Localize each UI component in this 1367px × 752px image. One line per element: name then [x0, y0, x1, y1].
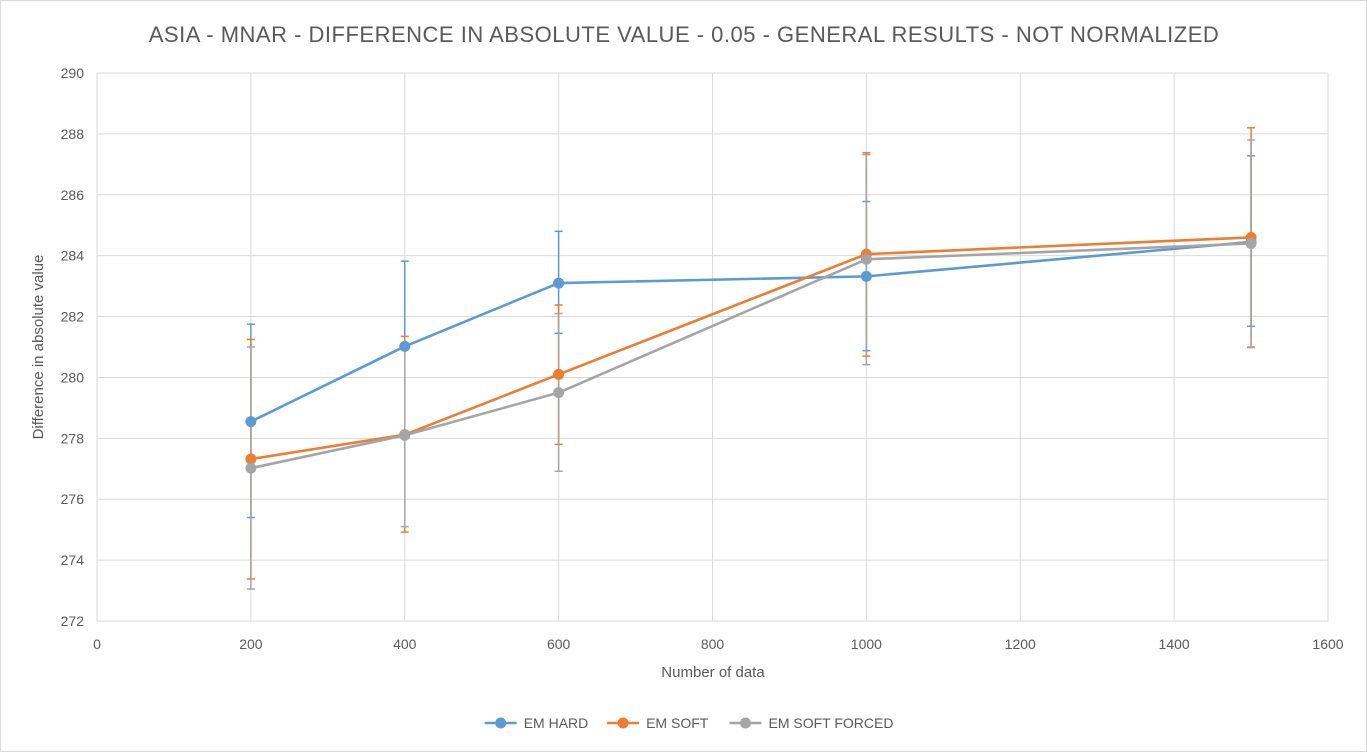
- legend: EM HARD EM SOFT EM SOFT FORCED: [484, 715, 894, 731]
- y-tick-label: 284: [61, 248, 85, 264]
- y-tick-label: 274: [61, 552, 85, 568]
- point-em-hard: [245, 416, 257, 428]
- y-tick-label: 282: [61, 309, 85, 325]
- y-tick-label: 278: [61, 430, 85, 446]
- x-tick-label: 600: [547, 636, 571, 652]
- y-tick-label: 272: [61, 613, 85, 629]
- x-tick-label: 800: [701, 636, 725, 652]
- x-tick-label: 400: [393, 636, 417, 652]
- legend-item-em-hard: EM HARD: [484, 715, 589, 731]
- y-axis-title: Difference in absolute value: [30, 255, 47, 440]
- x-axis-title: Number of data: [661, 664, 765, 681]
- legend-label: EM SOFT: [646, 715, 709, 731]
- error-bars: [246, 127, 1256, 590]
- x-tick-label: 1600: [1312, 636, 1343, 652]
- x-tick-label: 200: [239, 636, 263, 652]
- legend-marker: [495, 717, 507, 729]
- x-tick-label: 1000: [851, 636, 882, 652]
- y-tick-label: 286: [61, 187, 85, 203]
- y-tick-label: 290: [61, 65, 85, 81]
- x-tick-label: 1400: [1159, 636, 1190, 652]
- tick-labels: 272 274 276 278 280 282 284 286 288 290 0 200 400 600…: [61, 65, 1344, 652]
- point-em-hard: [553, 277, 565, 289]
- legend-label: EM SOFT FORCED: [769, 715, 894, 731]
- y-tick-label: 280: [61, 369, 85, 385]
- x-tick-label: 1200: [1005, 636, 1036, 652]
- chart-title: ASIA - MNAR - DIFFERENCE IN ABSOLUTE VAL…: [149, 22, 1220, 47]
- grid: [96, 72, 1329, 622]
- point-em-soft-forced: [1245, 237, 1257, 249]
- point-em-hard: [860, 270, 872, 282]
- point-em-soft: [553, 368, 565, 380]
- legend-marker: [617, 717, 629, 729]
- y-tick-label: 276: [61, 491, 85, 507]
- point-em-soft-forced: [860, 253, 872, 265]
- point-em-soft-forced: [399, 429, 411, 441]
- point-em-soft-forced: [553, 387, 565, 399]
- series-line-em-hard: [249, 240, 1253, 423]
- legend-item-em-soft: EM SOFT: [607, 715, 709, 731]
- y-tick-label: 288: [61, 126, 85, 142]
- point-em-soft: [245, 453, 257, 465]
- legend-item-em-soft-forced: EM SOFT FORCED: [729, 715, 894, 731]
- series-group: [245, 231, 1257, 474]
- x-tick-label: 0: [93, 636, 101, 652]
- legend-marker: [740, 717, 751, 729]
- legend-label: EM HARD: [524, 715, 589, 731]
- point-em-hard: [399, 340, 411, 352]
- point-em-soft-forced: [245, 462, 257, 474]
